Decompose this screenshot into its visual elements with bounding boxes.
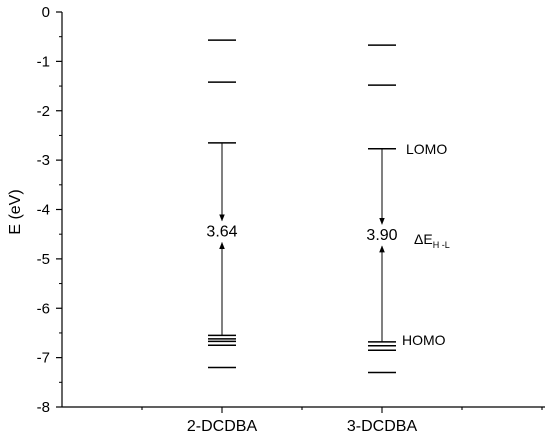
x-category-label: 2-DCDBA xyxy=(187,418,258,435)
y-tick-label: -8 xyxy=(37,399,50,416)
gap-symbol-subscript: H -L xyxy=(433,240,450,250)
x-category-label: 3-DCDBA xyxy=(347,418,418,435)
y-axis-title: E (eV) xyxy=(7,189,24,234)
y-tick-label: -1 xyxy=(37,53,50,70)
y-tick-label: 0 xyxy=(42,4,50,21)
gap-value-label: 3.90 xyxy=(366,227,397,244)
chart-labels: E (eV) 3.64 3.90 LOMO HOMO ΔEH -L xyxy=(7,141,450,348)
y-tick-label: -6 xyxy=(37,300,50,317)
lumo-annotation: LOMO xyxy=(406,141,447,157)
plot-axes: 0 -1 -2 -3 -4 -5 -6 -7 -8 2-DCDBA 3-DCDBA xyxy=(37,4,545,435)
gap-symbol-annotation: ΔEH -L xyxy=(414,231,450,250)
y-tick-label: -3 xyxy=(37,152,50,169)
homo-annotation: HOMO xyxy=(402,332,446,348)
y-tick-label: -7 xyxy=(37,350,50,367)
gap-value-label: 3.64 xyxy=(206,224,237,241)
gap-arrows xyxy=(219,142,385,342)
energy-levels xyxy=(208,39,396,374)
y-tick-label: -4 xyxy=(37,202,50,219)
y-tick-label: -5 xyxy=(37,251,50,268)
y-tick-label: -2 xyxy=(37,103,50,120)
